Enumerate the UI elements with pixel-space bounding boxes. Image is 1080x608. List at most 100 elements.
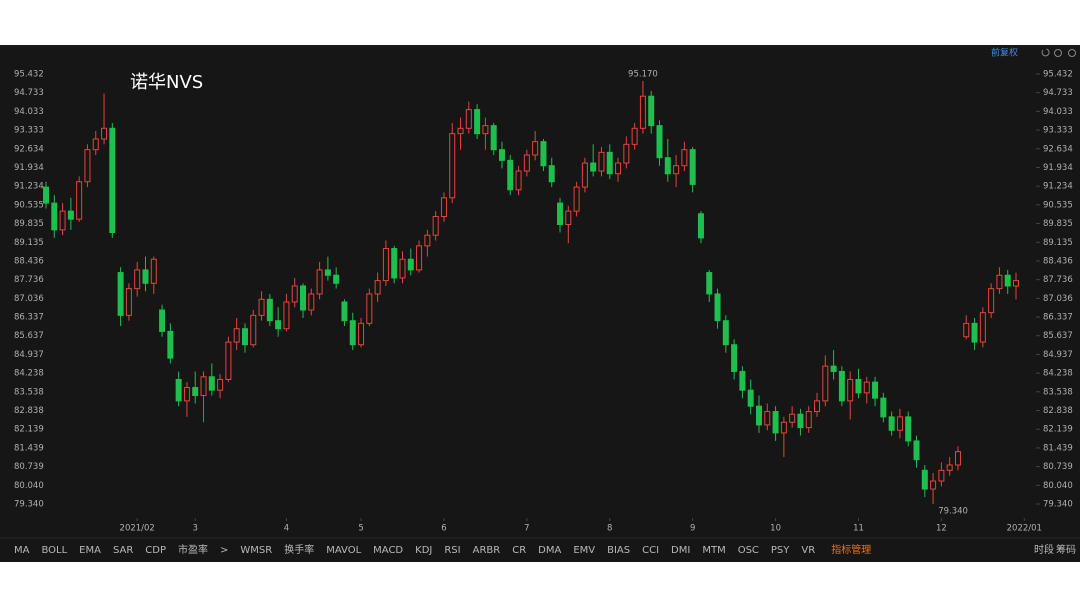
candle — [366, 288, 373, 327]
adjust-button[interactable]: 前复权 — [991, 47, 1018, 59]
candle-body — [905, 416, 912, 442]
candle — [714, 288, 721, 329]
candle-body — [142, 269, 149, 284]
indicator-tab[interactable]: MAVOL — [326, 545, 361, 556]
indicator-tab[interactable]: DMA — [538, 545, 561, 556]
y-tick-label: 92.634 — [14, 144, 44, 154]
candle-body — [731, 344, 738, 372]
candle — [374, 272, 381, 302]
indicator-tab[interactable]: 市盈率 — [178, 543, 208, 556]
candle — [407, 248, 414, 276]
candle-body — [440, 197, 447, 217]
indicator-tab[interactable]: MACD — [373, 545, 403, 556]
indicator-tab[interactable]: CDP — [145, 545, 166, 556]
indicator-tab[interactable]: PSY — [771, 545, 790, 556]
candle — [134, 261, 141, 297]
indicator-manage[interactable]: 指标管理 — [831, 543, 871, 556]
y-tick-label: 89.835 — [14, 219, 44, 229]
candle-body — [772, 411, 779, 434]
indicator-tab[interactable]: MTM — [702, 545, 725, 556]
candle — [764, 403, 771, 431]
indicator-tab[interactable]: RSI — [444, 545, 460, 556]
indicator-tab[interactable]: BOLL — [41, 545, 67, 556]
y-tick-label-right: 91.934 — [1043, 163, 1073, 173]
candle-body — [822, 365, 829, 402]
candle — [739, 366, 746, 399]
y-tick-label: 86.337 — [14, 313, 44, 323]
candle — [382, 240, 389, 286]
indicator-tab[interactable]: KDJ — [415, 545, 432, 556]
candle — [639, 81, 646, 134]
indicator-tab[interactable]: MA — [14, 545, 30, 556]
candle-body — [283, 301, 290, 330]
candle-body — [838, 370, 845, 402]
extreme-label: 79.340 — [938, 507, 968, 517]
candle — [557, 197, 564, 233]
candle — [590, 144, 597, 177]
candle — [996, 267, 1003, 294]
x-tick-label: 5 — [358, 524, 363, 534]
indicator-tab[interactable]: OSC — [738, 545, 759, 556]
candle-body — [805, 411, 812, 429]
candle-body — [706, 272, 713, 295]
y-tick-label: 95.432 — [14, 70, 44, 80]
indicator-tab[interactable]: 换手率 — [284, 543, 314, 556]
indicator-tab[interactable]: ARBR — [473, 545, 501, 556]
candle-body — [872, 381, 879, 399]
candle — [515, 165, 522, 196]
candle — [308, 288, 315, 316]
indicator-tab[interactable]: WMSR — [240, 545, 272, 556]
indicator-tab[interactable]: EMA — [79, 545, 101, 556]
candle-body — [374, 280, 381, 295]
candle-body — [183, 386, 190, 402]
indicator-tab[interactable]: BIAS — [607, 545, 630, 556]
x-tick-label: 4 — [284, 524, 289, 534]
zoom-in-icon[interactable] — [1068, 49, 1076, 57]
candle-body — [921, 469, 928, 490]
x-tick-label: 3 — [193, 524, 198, 534]
candle-body — [358, 322, 365, 346]
candle-body — [963, 322, 970, 338]
indicator-tab[interactable]: DMI — [671, 545, 690, 556]
zoom-out-icon[interactable] — [1054, 49, 1062, 57]
candle-body — [92, 138, 99, 151]
indicator-tab[interactable]: > — [220, 545, 228, 556]
candle — [863, 376, 870, 404]
side-tab[interactable]: 筹码 — [1056, 543, 1076, 556]
indicator-tab[interactable]: CR — [512, 545, 526, 556]
candle — [358, 318, 365, 348]
candle-body — [946, 464, 953, 471]
candle — [979, 307, 986, 348]
candle-body — [490, 125, 497, 151]
candle — [507, 155, 514, 196]
indicator-tab[interactable]: VR — [801, 545, 815, 556]
candle — [905, 411, 912, 447]
candle-body — [407, 258, 414, 271]
candle-body — [101, 127, 108, 140]
candle — [275, 307, 282, 337]
candle — [855, 368, 862, 399]
reset-icon[interactable] — [1041, 48, 1050, 57]
candle — [872, 376, 879, 407]
candle-body — [573, 186, 580, 212]
side-tab[interactable]: 时段 — [1034, 543, 1054, 556]
indicator-tab[interactable]: SAR — [113, 545, 133, 556]
candle-body — [291, 285, 298, 303]
candle-body — [482, 125, 489, 135]
candle — [606, 144, 613, 180]
candle — [316, 261, 323, 300]
indicator-tab[interactable]: CCI — [642, 545, 659, 556]
candle — [208, 363, 215, 396]
candle — [142, 256, 149, 292]
candle — [954, 446, 961, 471]
candle — [333, 267, 340, 289]
candle — [101, 93, 108, 145]
candle-body — [465, 109, 472, 129]
candle — [175, 371, 182, 407]
indicator-tab[interactable]: EMV — [573, 545, 595, 556]
candle-body — [341, 301, 348, 322]
candle — [921, 464, 928, 498]
y-tick-label: 91.234 — [14, 182, 44, 192]
candle-body — [43, 186, 49, 204]
candle-body — [1013, 280, 1019, 287]
